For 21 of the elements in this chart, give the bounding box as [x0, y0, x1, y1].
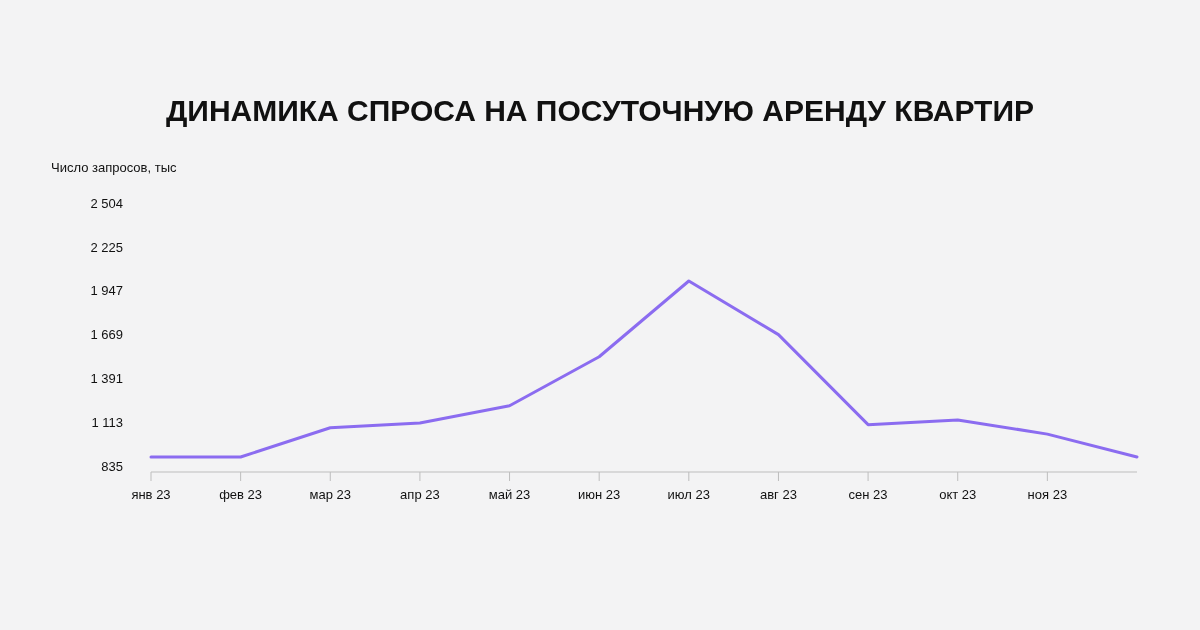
line-series	[149, 279, 1139, 459]
x-tick-label: окт 23	[939, 487, 977, 502]
x-tick-label: янв 23	[131, 487, 171, 502]
x-tick-label: июн 23	[578, 487, 621, 502]
y-tick-label: 1 391	[90, 371, 123, 387]
y-tick-label: 1 947	[90, 283, 123, 299]
x-tick-label: авг 23	[759, 487, 797, 502]
y-tick-label: 1 113	[91, 415, 123, 431]
y-axis-title: Число запросов, тыс	[51, 160, 177, 175]
y-tick-label: 1 669	[90, 327, 123, 343]
y-tick-label: 835	[101, 459, 123, 475]
y-tick-label: 2 504	[90, 195, 123, 211]
x-tick-label: мар 23	[309, 487, 352, 502]
x-tick-label: май 23	[488, 487, 531, 502]
x-tick-label: фев 23	[219, 487, 263, 502]
x-tick-label: апр 23	[400, 487, 440, 502]
x-tick-label: сен 23	[848, 487, 888, 502]
y-tick-label: 2 225	[90, 239, 123, 255]
x-tick-label: июл 23	[667, 487, 711, 502]
x-tick-label: ноя 23	[1027, 487, 1068, 502]
chart-title: ДИНАМИКА СПРОСА НА ПОСУТОЧНУЮ АРЕНДУ КВАРТИР	[165, 94, 1035, 127]
